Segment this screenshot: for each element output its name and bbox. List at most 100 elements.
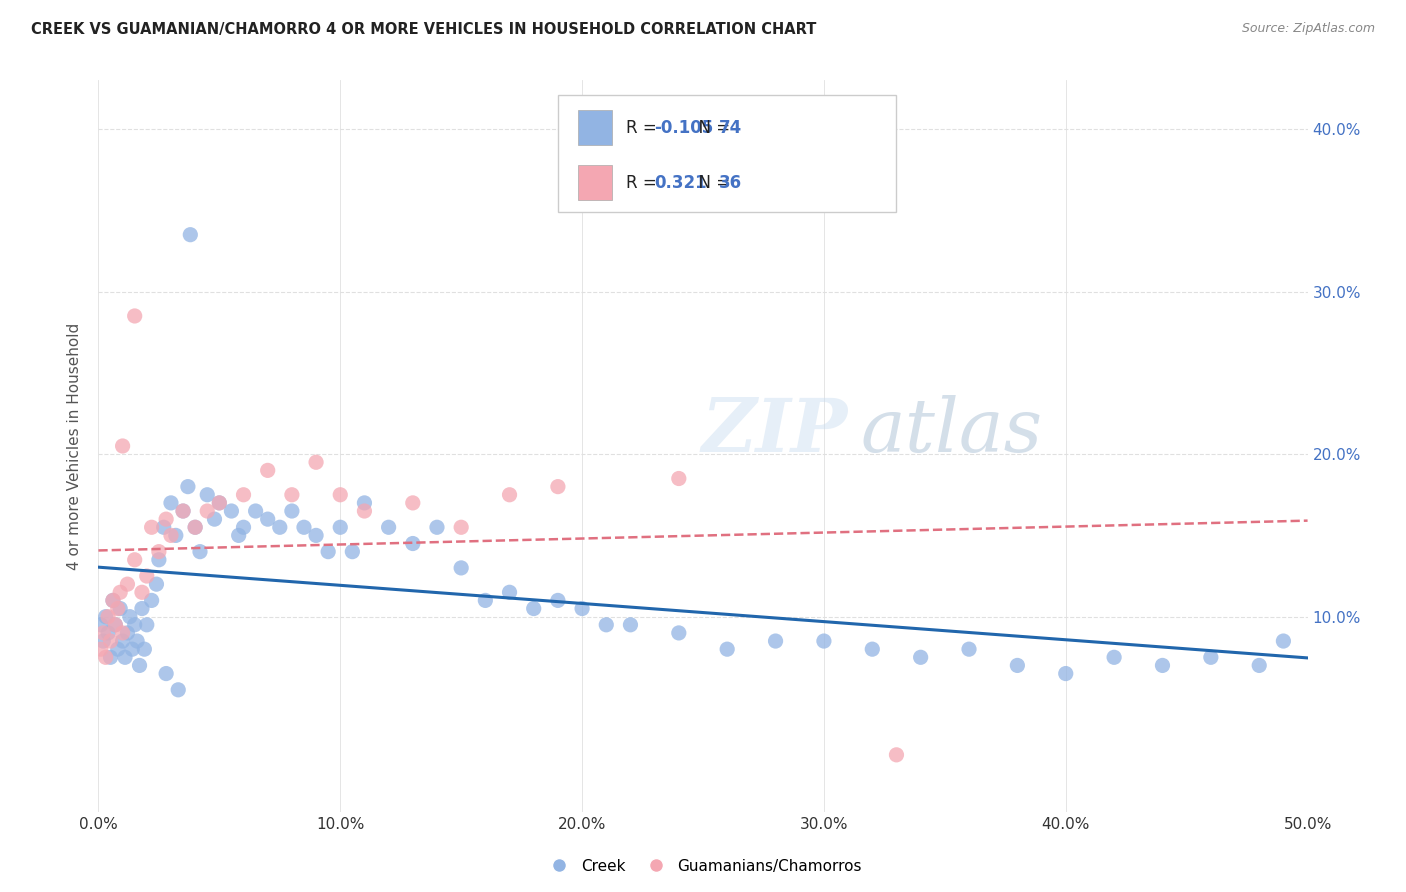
Point [256,512,278,526]
Point [547,593,569,607]
Point [450,520,472,534]
Point [232,520,254,534]
Point [1007,658,1029,673]
Point [228,528,250,542]
Point [160,496,183,510]
Point [1054,666,1077,681]
Point [498,585,520,599]
Point [716,642,738,657]
Point [813,634,835,648]
Point [523,601,546,615]
Point [619,617,641,632]
Point [90,642,112,657]
Point [668,626,690,640]
Text: 74: 74 [718,119,742,136]
Point [107,642,129,657]
Point [886,747,908,762]
Point [118,609,141,624]
Point [124,553,146,567]
Point [172,504,194,518]
Point [305,455,328,469]
Point [104,617,127,632]
Point [114,650,136,665]
Point [316,544,339,558]
Point [100,650,122,665]
Point [184,520,207,534]
Point [155,666,177,681]
Point [474,593,496,607]
Point [204,512,226,526]
Point [128,658,150,673]
Point [135,569,157,583]
Point [145,577,167,591]
Legend: Creek, Guamanians/Chamorros: Creek, Guamanians/Chamorros [538,853,868,880]
Point [111,626,134,640]
Point [1249,658,1271,673]
Point [377,520,399,534]
Point [221,504,243,518]
Point [329,488,352,502]
Point [1272,634,1295,648]
Point [256,463,278,477]
Point [111,439,134,453]
Point [1199,650,1222,665]
Point [860,642,883,657]
Point [104,617,127,632]
Point [90,617,112,632]
Text: R =: R = [626,119,662,136]
Point [94,650,117,665]
Text: -0.105: -0.105 [654,119,714,136]
Point [668,471,690,485]
Point [108,585,131,599]
Text: N =: N = [689,174,735,192]
Point [101,593,124,607]
Point [595,617,617,632]
Point [107,601,129,615]
Point [305,528,328,542]
Point [127,634,149,648]
Point [100,634,122,648]
Point [91,626,114,640]
Point [353,496,375,510]
Point [152,520,174,534]
Point [135,617,157,632]
Point [426,520,449,534]
Point [208,496,231,510]
Text: N =: N = [689,119,735,136]
Point [148,553,170,567]
Point [188,544,211,558]
Point [117,577,139,591]
Text: ZIP: ZIP [702,395,848,467]
Point [292,520,315,534]
Point [108,601,131,615]
Point [141,520,163,534]
Point [498,488,520,502]
Point [131,585,153,599]
Point [155,512,177,526]
Point [342,544,364,558]
Point [765,634,787,648]
Point [957,642,980,657]
Point [97,626,120,640]
Point [245,504,267,518]
Point [111,634,134,648]
Point [167,682,190,697]
Point [208,496,231,510]
Point [97,609,120,624]
Y-axis label: 4 or more Vehicles in Household: 4 or more Vehicles in Household [67,322,83,570]
Text: 36: 36 [718,174,742,192]
Point [195,488,218,502]
Point [353,504,375,518]
Point [402,536,425,550]
Point [141,593,163,607]
Point [450,561,472,575]
Point [131,601,153,615]
Text: Source: ZipAtlas.com: Source: ZipAtlas.com [1241,22,1375,36]
Point [547,480,569,494]
Point [165,528,187,542]
Text: 0.321: 0.321 [654,174,707,192]
Text: atlas: atlas [860,395,1042,467]
Point [101,593,124,607]
Point [1152,658,1174,673]
Point [91,634,114,648]
